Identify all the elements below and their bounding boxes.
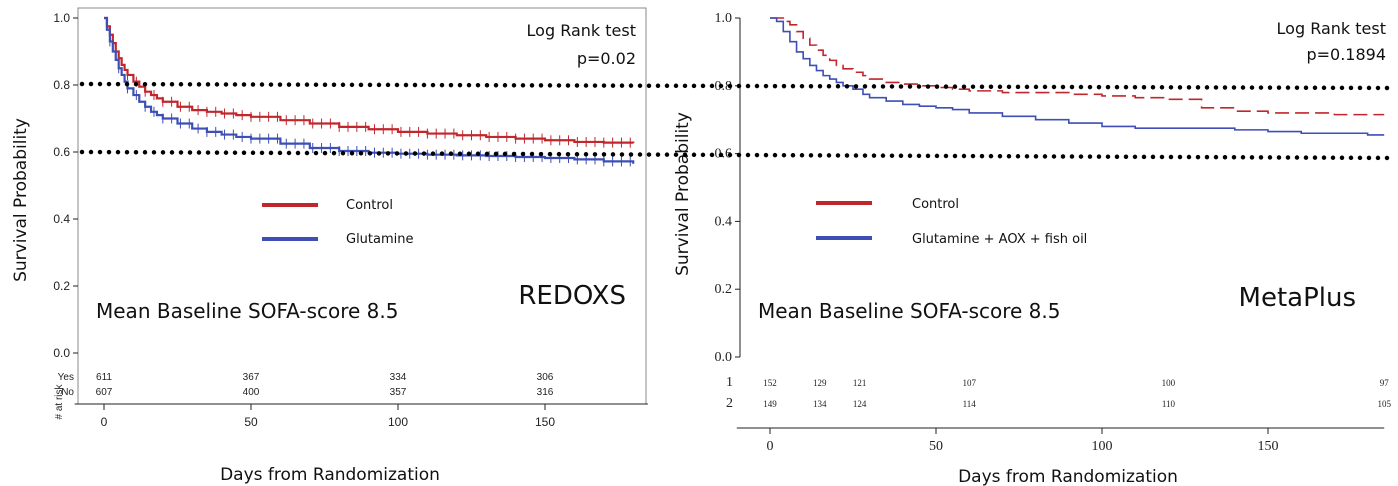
redoxs-risk-value: 334 bbox=[390, 372, 407, 383]
redoxs-y-tick-label: 0.8 bbox=[53, 78, 70, 92]
metaplus-sofa-text: Mean Baseline SOFA-score 8.5 bbox=[758, 299, 1060, 323]
metaplus-risk-value: 129 bbox=[813, 378, 827, 388]
redoxs-y-tick-label: 1.0 bbox=[53, 11, 70, 25]
redoxs-risk-value: 306 bbox=[537, 372, 554, 383]
redoxs-risk-value: 611 bbox=[96, 372, 112, 383]
metaplus-y-tick-label: 0.6 bbox=[715, 147, 733, 162]
metaplus-x-tick-label: 150 bbox=[1258, 439, 1279, 454]
redoxs-trial-name: REDOXS bbox=[518, 281, 626, 311]
redoxs-p-value: p=0.02 bbox=[577, 49, 636, 68]
redoxs-x-axis-label: Days from Randomization bbox=[220, 465, 440, 485]
metaplus-chart: 0.0 0.2 0.4 0.6 0.8 1.0 0 50 100 150 1 152 129 121 10… bbox=[673, 11, 1391, 486]
metaplus-risk-value: 134 bbox=[813, 399, 827, 409]
redoxs-logrank-label: Log Rank test bbox=[527, 21, 636, 40]
metaplus-y-tick-label: 0.0 bbox=[715, 350, 733, 365]
redoxs-risk-value: 316 bbox=[537, 387, 554, 398]
metaplus-risk-value: 114 bbox=[963, 399, 977, 409]
redoxs-legend-glutamine-label: Glutamine bbox=[346, 232, 414, 247]
metaplus-risk-row-label: 2 bbox=[726, 396, 733, 411]
redoxs-legend-control-label: Control bbox=[346, 198, 393, 213]
metaplus-risk-value: 100 bbox=[1162, 378, 1176, 388]
redoxs-axes: 0.0 0.2 0.4 0.6 0.8 1.0 0 50 100 150 bbox=[53, 11, 648, 429]
metaplus-risk-value: 121 bbox=[853, 378, 867, 388]
metaplus-series-layer bbox=[770, 17, 1385, 136]
metaplus-y-tick-label: 0.2 bbox=[715, 282, 733, 297]
metaplus-risk-value: 124 bbox=[853, 399, 867, 409]
metaplus-y-tick-label: 1.0 bbox=[715, 11, 733, 26]
metaplus-x-tick-label: 50 bbox=[929, 439, 943, 454]
redoxs-y-tick-label: 0.0 bbox=[53, 346, 70, 360]
metaplus-y-tick-label: 0.4 bbox=[715, 214, 733, 229]
metaplus-x-tick-label: 100 bbox=[1092, 439, 1113, 454]
redoxs-risk-row-label: No bbox=[61, 387, 74, 398]
metaplus-y-tick-label: 0.8 bbox=[715, 79, 733, 94]
metaplus-legend-control-label: Control bbox=[912, 197, 959, 212]
redoxs-risk-title: # at risk bbox=[54, 383, 65, 419]
reference-lines bbox=[79, 81, 1397, 161]
redoxs-sofa-text: Mean Baseline SOFA-score 8.5 bbox=[96, 299, 398, 323]
redoxs-x-tick-label: 50 bbox=[244, 415, 258, 429]
metaplus-p-value: p=0.1894 bbox=[1306, 45, 1386, 64]
metaplus-x-tick-label: 0 bbox=[767, 439, 774, 454]
metaplus-risk-value: 105 bbox=[1377, 399, 1391, 409]
redoxs-risk-value: 607 bbox=[96, 387, 113, 398]
metaplus-x-axis-label: Days from Randomization bbox=[958, 467, 1178, 486]
redoxs-x-tick-label: 150 bbox=[535, 415, 555, 429]
metaplus-legend-glutamine-label: Glutamine + AOX + fish oil bbox=[912, 232, 1087, 247]
redoxs-x-tick-label: 0 bbox=[101, 415, 108, 429]
redoxs-x-tick-label: 100 bbox=[388, 415, 408, 429]
metaplus-risk-value: 110 bbox=[1162, 399, 1176, 409]
metaplus-risk-value: 149 bbox=[763, 399, 777, 409]
redoxs-y-axis-label: Survival Probability bbox=[11, 118, 31, 282]
metaplus-axes: 0.0 0.2 0.4 0.6 0.8 1.0 0 50 100 150 bbox=[715, 11, 1385, 454]
redoxs-chart: 0.0 0.2 0.4 0.6 0.8 1.0 0 50 100 150 # at riskYes… bbox=[11, 7, 648, 485]
redoxs-y-tick-label: 0.6 bbox=[53, 145, 70, 159]
metaplus-risk-value: 107 bbox=[962, 378, 976, 388]
redoxs-series-layer bbox=[104, 16, 635, 167]
redoxs-risk-value: 400 bbox=[243, 387, 260, 398]
metaplus-glutamine-curve bbox=[770, 17, 1385, 136]
reference-line-0-6 bbox=[79, 149, 1397, 161]
redoxs-y-tick-label: 0.2 bbox=[53, 279, 70, 293]
metaplus-logrank-label: Log Rank test bbox=[1277, 19, 1386, 38]
metaplus-control-curve bbox=[770, 17, 1385, 116]
metaplus-risk-value: 97 bbox=[1380, 378, 1390, 388]
metaplus-trial-name: MetaPlus bbox=[1239, 283, 1356, 313]
redoxs-risk-row-label: Yes bbox=[58, 372, 74, 383]
reference-line-0-8 bbox=[79, 81, 1397, 91]
metaplus-risk-value: 152 bbox=[763, 378, 777, 388]
metaplus-y-axis-label: Survival Probability bbox=[673, 112, 693, 276]
redoxs-y-tick-label: 0.4 bbox=[53, 212, 70, 226]
metaplus-risk-table: 1 152 129 121 107 100 97 2 149 134 124 114 110 105 bbox=[726, 375, 1391, 411]
metaplus-risk-row-label: 1 bbox=[726, 375, 733, 390]
redoxs-risk-value: 357 bbox=[390, 387, 407, 398]
redoxs-risk-value: 367 bbox=[243, 372, 260, 383]
